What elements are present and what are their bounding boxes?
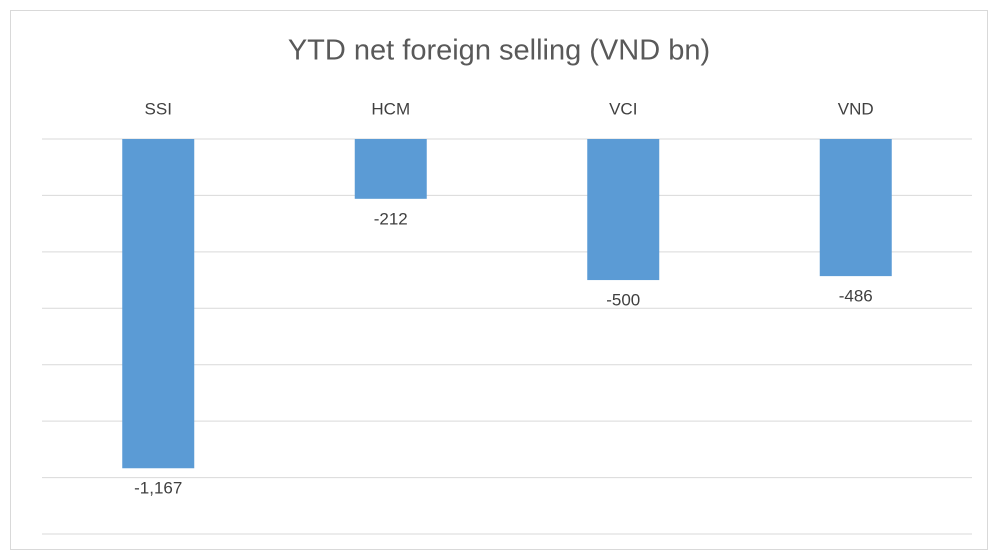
chart-title: YTD net foreign selling (VND bn) [288, 35, 710, 67]
bar [122, 139, 195, 469]
x-tick-label: HCM [371, 99, 410, 118]
x-tick-label: VCI [609, 99, 637, 118]
data-label: -486 [839, 287, 873, 306]
x-tick-label: VND [838, 99, 874, 118]
data-label: -212 [374, 209, 408, 228]
bar [819, 139, 892, 277]
data-label: -1,167 [134, 479, 182, 498]
bar [587, 139, 660, 281]
bar [354, 139, 427, 199]
data-label: -500 [606, 291, 640, 310]
x-tick-label: SSI [145, 99, 172, 118]
